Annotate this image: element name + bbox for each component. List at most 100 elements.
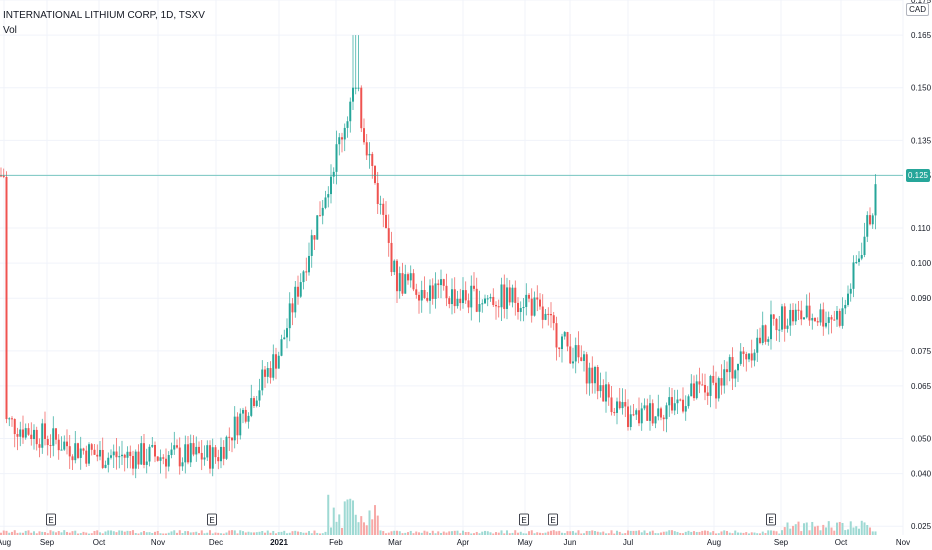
volume-bar: [24, 530, 27, 535]
volume-bar: [588, 530, 591, 535]
candle-body: [277, 355, 280, 369]
candle-body: [594, 367, 596, 384]
volume-bar: [514, 530, 517, 535]
volume-bar: [679, 532, 682, 535]
volume-bar: [165, 533, 167, 535]
volume-bar: [145, 532, 148, 535]
candle-body: [566, 332, 569, 347]
candle-body: [728, 357, 731, 373]
volume-bar: [305, 532, 308, 535]
candle-body: [11, 418, 13, 420]
candle-body: [478, 304, 481, 312]
candle-body: [93, 449, 96, 455]
volume-bar: [0, 532, 2, 535]
candle-body: [272, 354, 275, 378]
earnings-marker[interactable]: E: [207, 513, 217, 526]
volume-bar: [299, 532, 302, 535]
volume-bar: [420, 532, 423, 535]
candle-body: [71, 456, 74, 461]
volume-bar: [668, 530, 671, 535]
volume-bar: [217, 532, 220, 535]
currency-badge[interactable]: CAD: [906, 3, 929, 16]
candle-body: [286, 328, 288, 338]
volume-bar: [44, 532, 46, 535]
volume-bar: [233, 530, 236, 535]
volume-bar: [544, 532, 547, 535]
candle-body: [420, 289, 423, 301]
candle-body: [264, 369, 266, 377]
volume-bar: [41, 531, 44, 535]
candle-body: [352, 87, 354, 102]
candle-body: [481, 303, 484, 305]
candle-body: [627, 406, 629, 427]
candle-body: [610, 397, 613, 413]
earnings-marker[interactable]: E: [766, 513, 776, 526]
volume-bar: [800, 531, 803, 535]
y-tick-label: 0.050: [911, 435, 932, 444]
candle-body: [261, 369, 264, 391]
volume-bar: [704, 530, 706, 535]
candle-body: [783, 306, 786, 329]
candle-body: [121, 454, 123, 457]
candle-body: [536, 297, 539, 300]
earnings-marker[interactable]: E: [548, 513, 558, 526]
x-tick-label: Feb: [329, 538, 343, 547]
candle-body: [371, 153, 374, 166]
volume-bar: [99, 532, 101, 535]
volume-bar: [30, 532, 33, 535]
volume-bar: [181, 533, 184, 535]
candle-body: [316, 215, 319, 240]
volume-bar: [547, 531, 550, 535]
candle-body: [90, 444, 93, 450]
volume-bar: [115, 532, 118, 535]
candle-body: [85, 450, 88, 464]
volume-bar: [330, 527, 332, 535]
volume-bar: [302, 532, 305, 535]
volume-bar: [737, 532, 739, 535]
volume-bar: [558, 530, 561, 535]
volume-bar: [665, 531, 668, 535]
candle-body: [583, 354, 585, 361]
candle-body: [635, 410, 638, 415]
candle-body: [720, 378, 723, 386]
chart-title: INTERNATIONAL LITHIUM CORP, 1D, TSXV: [3, 10, 205, 21]
candle-body: [27, 428, 30, 435]
volume-bar: [594, 531, 596, 535]
candle-body: [206, 445, 209, 458]
candle-body: [797, 309, 800, 311]
volume-bar: [561, 532, 563, 535]
volume-bar: [858, 528, 860, 535]
volume-bar: [110, 530, 112, 535]
candle-body: [99, 449, 101, 457]
candle-body: [429, 285, 431, 301]
volume-bar: [206, 532, 209, 535]
volume-bar: [126, 530, 129, 535]
candle-body: [236, 416, 239, 436]
candle-body: [723, 369, 726, 386]
x-axis: Aug Sep Oct Nov Dec 2021 Feb Mar Apr May Jun Jul Aug…: [0, 538, 910, 547]
candle-body: [599, 385, 602, 392]
earnings-marker[interactable]: E: [46, 513, 56, 526]
candle-body: [717, 378, 720, 399]
earnings-marker[interactable]: E: [519, 513, 529, 526]
x-tick-label: Mar: [388, 538, 402, 547]
volume-bar: [706, 530, 709, 535]
candle-body: [816, 321, 819, 323]
candle-body: [310, 235, 313, 256]
volume-bar: [112, 531, 115, 535]
volume-bar: [90, 533, 93, 535]
volume-bar: [684, 531, 687, 535]
volume-bar: [533, 533, 536, 535]
x-tick-label: Sep: [40, 538, 55, 547]
volume-bar: [101, 533, 104, 535]
x-tick-label: 2021: [270, 538, 288, 547]
volume-bar: [107, 530, 110, 535]
candle-body: [156, 456, 159, 461]
volume-bar: [539, 532, 541, 535]
volume-bar: [49, 530, 52, 535]
volume-bar: [825, 527, 827, 535]
volume-bar: [745, 532, 748, 535]
volume-bar: [140, 532, 143, 535]
x-tick-label: Nov: [896, 538, 910, 547]
